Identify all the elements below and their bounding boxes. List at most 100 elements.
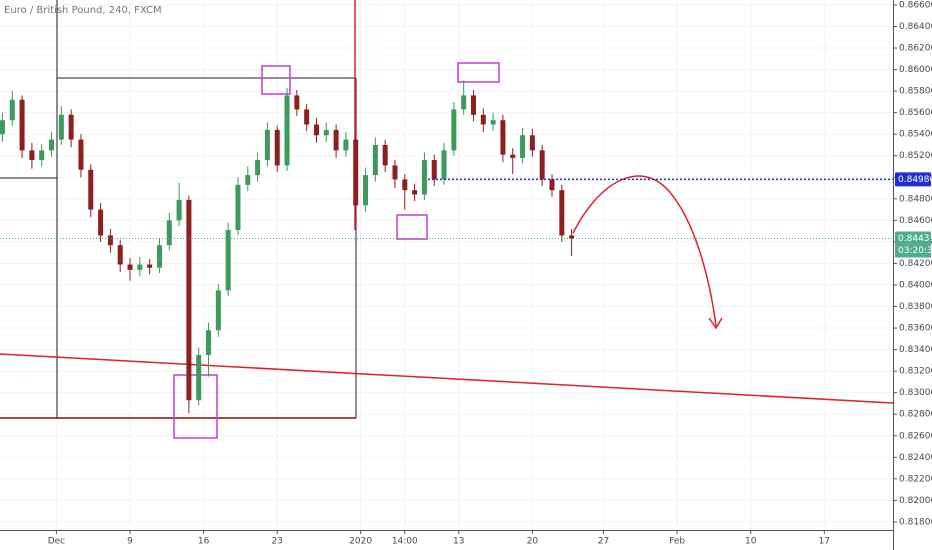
candle-body <box>215 290 221 331</box>
candle-body <box>392 165 398 180</box>
x-tick-label: 16 <box>198 537 210 547</box>
candle-body <box>235 184 241 231</box>
level-label: 0.84980 <box>898 175 932 185</box>
candle-body <box>510 154 516 158</box>
candle-body <box>451 109 457 151</box>
x-tick-label: 27 <box>598 537 609 547</box>
candle-body <box>372 144 378 176</box>
x-tick-label: Feb <box>669 537 685 547</box>
candle-body <box>569 235 575 239</box>
x-tick-label: 23 <box>271 537 282 547</box>
highlight-box <box>457 62 500 83</box>
candle-body <box>29 150 35 161</box>
candle-body <box>98 209 104 236</box>
x-tick-label: 20 <box>527 537 539 547</box>
candle-body <box>127 264 133 270</box>
candle-body <box>68 114 74 140</box>
x-tick-label: 14:00 <box>392 537 418 547</box>
candle-body <box>520 135 526 158</box>
candle-body <box>49 139 55 151</box>
candle-body <box>559 190 565 236</box>
candle-body <box>156 245 162 268</box>
x-tick-label: 9 <box>127 537 133 547</box>
candle-body <box>107 235 113 246</box>
level-label-box <box>895 172 931 187</box>
last-price-label: 0.84431 <box>898 234 932 244</box>
candle-body <box>284 95 290 166</box>
candle-body <box>343 139 349 151</box>
candle-body <box>402 179 408 191</box>
trend-line <box>0 353 894 404</box>
candle-body <box>294 95 300 110</box>
candle-body <box>333 129 339 151</box>
candle-body <box>353 139 359 206</box>
grid <box>0 0 893 530</box>
last-price-box <box>895 231 931 258</box>
candle-body <box>441 150 447 180</box>
candle-body <box>304 109 310 125</box>
candle-body <box>225 230 231 291</box>
candle-body <box>186 199 192 401</box>
x-tick-label: 2020 <box>349 537 372 547</box>
x-tick-label: 17 <box>819 537 830 547</box>
candle-body <box>166 220 172 246</box>
chart-title: Euro / British Pound, 240, FXCM <box>4 5 162 16</box>
candle-body <box>245 175 251 185</box>
candle-body <box>313 124 319 136</box>
candle-body <box>490 120 496 125</box>
candle-body <box>147 264 153 268</box>
arrow-head <box>708 317 723 330</box>
candle-body <box>264 129 270 161</box>
projection-arrow <box>572 175 717 327</box>
candle-body <box>382 144 388 166</box>
y-tick-label: 0.86600 <box>899 0 932 10</box>
candle-body <box>176 199 182 221</box>
candle-body <box>117 245 123 265</box>
candle-body <box>412 190 418 195</box>
candle-body <box>480 114 486 125</box>
candle-body <box>421 160 427 195</box>
candle-body <box>461 95 467 110</box>
candle-body <box>549 179 555 191</box>
highlight-box <box>261 65 291 95</box>
x-tick-label: Dec <box>48 537 65 547</box>
candle-body <box>88 169 94 210</box>
candles <box>0 80 575 414</box>
x-tick-label: 13 <box>453 537 464 547</box>
candle-body <box>274 129 280 166</box>
countdown-label: 03:20:33 <box>898 246 932 256</box>
candle-body <box>19 99 25 151</box>
candle-body <box>0 120 5 135</box>
candle-body <box>431 160 437 180</box>
highlight-box <box>173 374 218 439</box>
candle-body <box>255 160 261 176</box>
candle-body <box>539 150 545 180</box>
candle-body <box>529 135 535 151</box>
candle-body <box>58 114 64 140</box>
candle-body <box>206 330 212 355</box>
